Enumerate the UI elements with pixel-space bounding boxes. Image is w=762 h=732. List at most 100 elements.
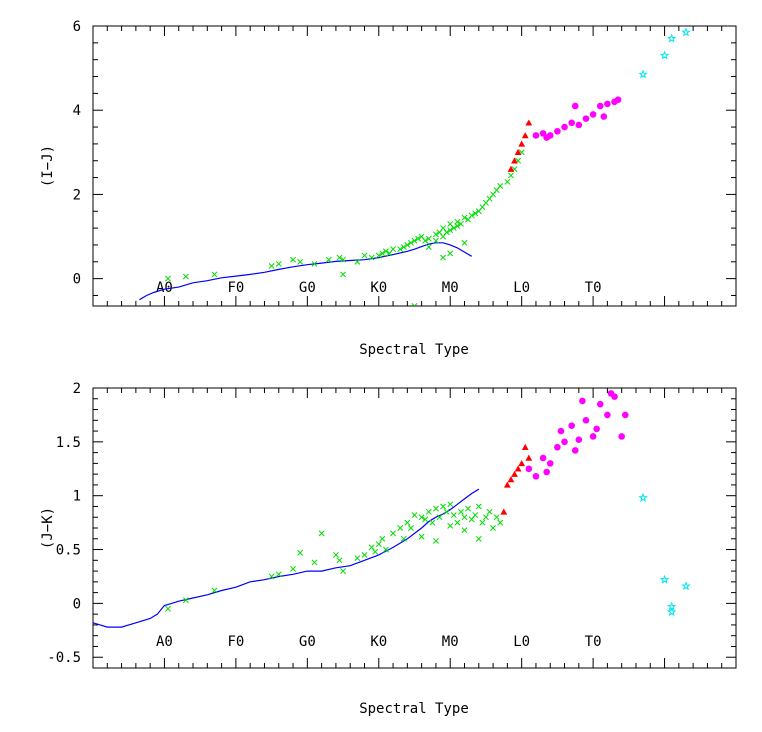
data-point-cross (479, 519, 486, 526)
spectral-label: K0 (370, 634, 387, 650)
data-point-star (666, 33, 677, 43)
data-point-triangle (514, 465, 522, 472)
data-point-cross (325, 256, 332, 263)
data-marks (93, 390, 691, 628)
data-marks (139, 27, 691, 306)
data-point-cross (297, 258, 304, 265)
data-point-circle (582, 115, 590, 122)
data-point-triangle (518, 140, 526, 147)
data-point-triangle (525, 454, 533, 461)
data-point-circle (554, 443, 561, 451)
spectral-label: G0 (299, 634, 316, 650)
data-point-circle (596, 400, 604, 408)
data-point-cross (182, 597, 189, 604)
data-point-cross (454, 218, 461, 225)
data-point-cross (379, 250, 386, 257)
data-point-circle (543, 134, 550, 141)
data-point-cross (379, 535, 386, 542)
data-point-cross (340, 568, 347, 575)
data-point-cross (436, 514, 443, 521)
data-point-cross (354, 555, 361, 562)
data-point-cross (372, 548, 379, 555)
data-point-cross (425, 244, 432, 251)
data-point-cross (368, 254, 375, 261)
data-point-cross (447, 522, 454, 529)
y-tick-label: 1.5 (56, 435, 81, 451)
data-point-cross (368, 544, 375, 551)
model-sequence-line (139, 242, 473, 301)
spectral-label: F0 (227, 634, 244, 650)
data-point-cross (425, 235, 432, 242)
data-point-cross (211, 271, 218, 278)
data-point-circle (604, 411, 611, 419)
data-point-cross (482, 514, 489, 521)
data-point-cross (397, 246, 404, 253)
x-axis-label: Spectral Type (359, 342, 469, 358)
data-point-cross (165, 275, 171, 282)
data-point-cross (361, 551, 368, 558)
data-point-circle (596, 102, 604, 110)
data-point-circle (575, 121, 583, 129)
data-point-cross (450, 225, 457, 232)
data-point-circle (561, 123, 568, 131)
data-point-circle (525, 465, 533, 473)
data-point-circle (579, 397, 586, 405)
data-point-cross (311, 559, 318, 566)
data-point-circle (561, 438, 568, 446)
data-point-star (638, 69, 648, 79)
y-tick-label: -0.5 (47, 650, 81, 666)
data-point-cross (447, 227, 454, 234)
data-point-cross (415, 235, 422, 242)
data-point-cross (461, 514, 468, 521)
spectral-label: T0 (585, 634, 602, 650)
data-point-triangle (514, 148, 522, 156)
spectral-label: F0 (227, 280, 244, 296)
data-point-cross (418, 514, 425, 521)
y-axis-label: (I−J) (40, 145, 56, 187)
spectral-label: G0 (299, 280, 316, 296)
data-point-cross (336, 254, 343, 261)
data-point-circle (571, 102, 579, 110)
data-point-cross (397, 525, 404, 531)
data-point-triangle (503, 481, 511, 488)
y-tick-label: 2 (73, 187, 81, 203)
data-point-circle (543, 468, 550, 476)
data-point-circle (589, 433, 597, 440)
data-point-cross (468, 212, 475, 219)
data-point-triangle (507, 476, 515, 483)
data-point-cross (422, 516, 429, 523)
spectral-label: M0 (442, 280, 459, 296)
spectral-label: A0 (156, 280, 173, 296)
spectral-label: K0 (370, 280, 387, 296)
data-point-cross (447, 501, 454, 508)
data-point-cross (497, 519, 504, 526)
data-point-cross (382, 248, 389, 255)
data-point-cross (422, 237, 429, 244)
data-point-cross (290, 565, 296, 572)
data-point-cross (472, 512, 479, 519)
data-point-star (638, 492, 648, 503)
y-tick-label: 0 (73, 272, 81, 288)
plot-frame (92, 25, 737, 307)
data-point-cross (450, 512, 457, 519)
data-point-circle (539, 454, 547, 462)
plot-frame (92, 387, 737, 669)
data-point-circle (614, 96, 622, 103)
spectral-label: L0 (513, 634, 530, 650)
data-point-cross (404, 519, 411, 526)
spectral-label: T0 (585, 280, 602, 296)
data-point-cross (411, 303, 418, 306)
data-point-circle (600, 113, 608, 120)
data-point-cross (400, 244, 407, 251)
data-point-cross (354, 258, 361, 265)
data-point-circle (589, 111, 597, 118)
data-point-cross (404, 241, 411, 248)
y-tick-label: 2 (73, 381, 81, 397)
data-point-triangle (521, 132, 529, 139)
data-point-cross (411, 512, 418, 519)
data-point-cross (290, 256, 296, 263)
data-point-circle (568, 119, 575, 127)
data-point-circle (532, 132, 540, 139)
data-point-triangle (500, 508, 508, 515)
